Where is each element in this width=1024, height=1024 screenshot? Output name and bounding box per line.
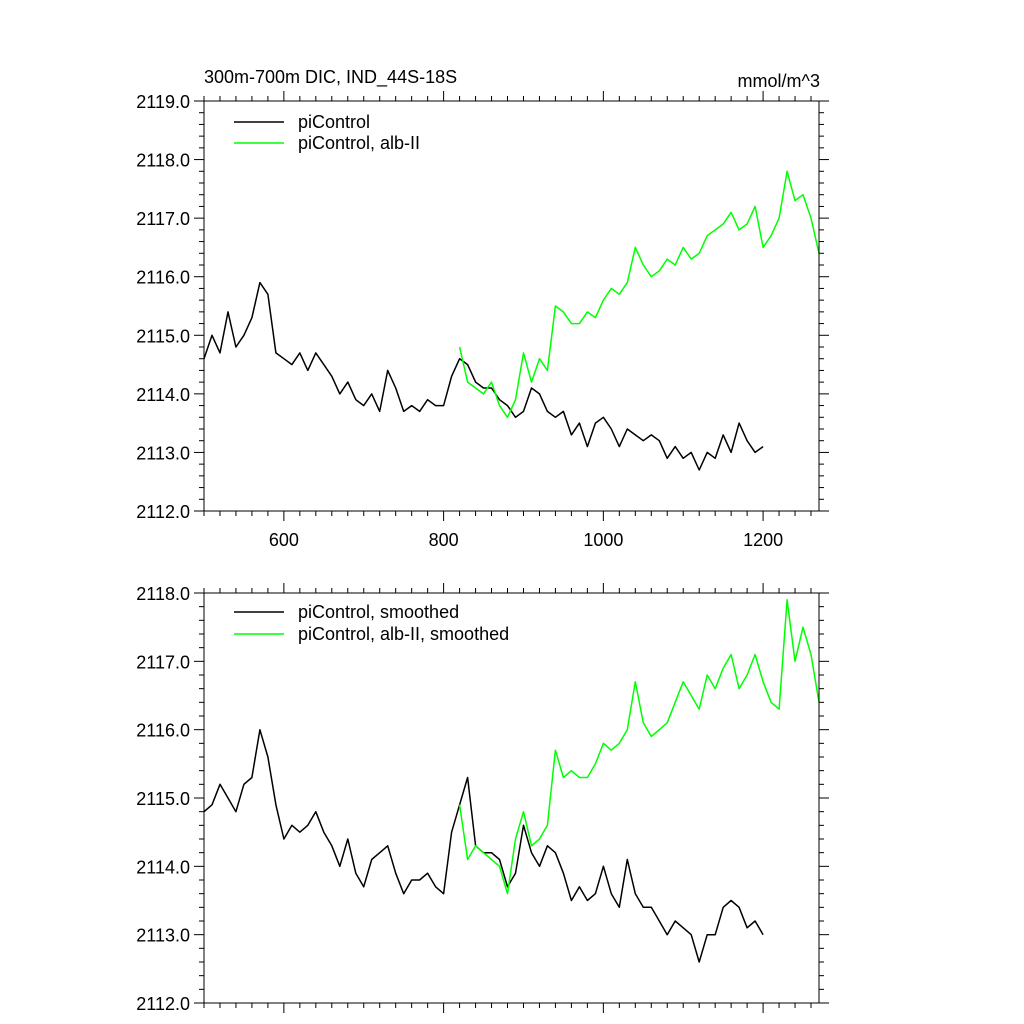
x-tick-label: 1000	[583, 530, 623, 550]
top-axes: 600 800 1000 1200 2112.0 2113.0 2114.0 2115.0 21…	[136, 91, 829, 550]
y-tick-label: 2118.0	[136, 151, 190, 171]
bottom-panel: 2112.0 2113.0 2114.0 2115.0 2116.0 2117.0 2118…	[136, 583, 829, 1014]
y-tick-label: 2114.0	[136, 857, 190, 877]
units-label: mmol/m^3	[738, 71, 820, 91]
series-line-alb-ii-smoothed	[458, 599, 820, 895]
x-tick-label: 1200	[743, 530, 783, 550]
legend-label-picontrol-smoothed: piControl, smoothed	[298, 602, 459, 622]
bottom-plot-frame	[203, 592, 820, 1004]
bottom-axes: 2112.0 2113.0 2114.0 2115.0 2116.0 2117.0 2118…	[136, 583, 829, 1014]
top-panel: 300m-700m DIC, IND_44S-18S mmol/m^3 600 8…	[136, 67, 829, 550]
legend-label-picontrol: piControl	[298, 112, 370, 132]
top-plot-frame	[203, 100, 820, 512]
y-tick-label: 2116.0	[136, 721, 190, 741]
y-tick-label: 2115.0	[136, 789, 190, 809]
y-tick-label: 2112.0	[136, 994, 190, 1014]
series-line-picontrol	[203, 281, 764, 471]
y-tick-label: 2117.0	[136, 652, 190, 672]
y-tick-label: 2112.0	[136, 502, 190, 522]
top-series-group	[203, 170, 820, 471]
y-tick-label: 2117.0	[136, 209, 190, 229]
y-tick-label: 2113.0	[136, 443, 190, 463]
y-tick-label: 2119.0	[136, 92, 190, 112]
top-legend: piControl piControl, alb-II	[234, 112, 420, 153]
x-tick-label: 600	[269, 530, 299, 550]
y-tick-label: 2113.0	[136, 926, 190, 946]
y-tick-label: 2115.0	[136, 326, 190, 346]
legend-label-alb-ii-smoothed: piControl, alb-II, smoothed	[298, 624, 509, 644]
chart-title: 300m-700m DIC, IND_44S-18S	[204, 67, 457, 88]
y-tick-label: 2118.0	[136, 584, 190, 604]
y-tick-label: 2116.0	[136, 268, 190, 288]
series-line-picontrol-smoothed	[203, 728, 764, 963]
series-line-alb-ii	[458, 170, 820, 419]
legend-label-alb-ii: piControl, alb-II	[298, 133, 420, 153]
bottom-legend: piControl, smoothed piControl, alb-II, s…	[234, 602, 509, 644]
x-tick-label: 800	[429, 530, 459, 550]
bottom-series-group	[203, 599, 820, 963]
y-tick-label: 2114.0	[136, 385, 190, 405]
